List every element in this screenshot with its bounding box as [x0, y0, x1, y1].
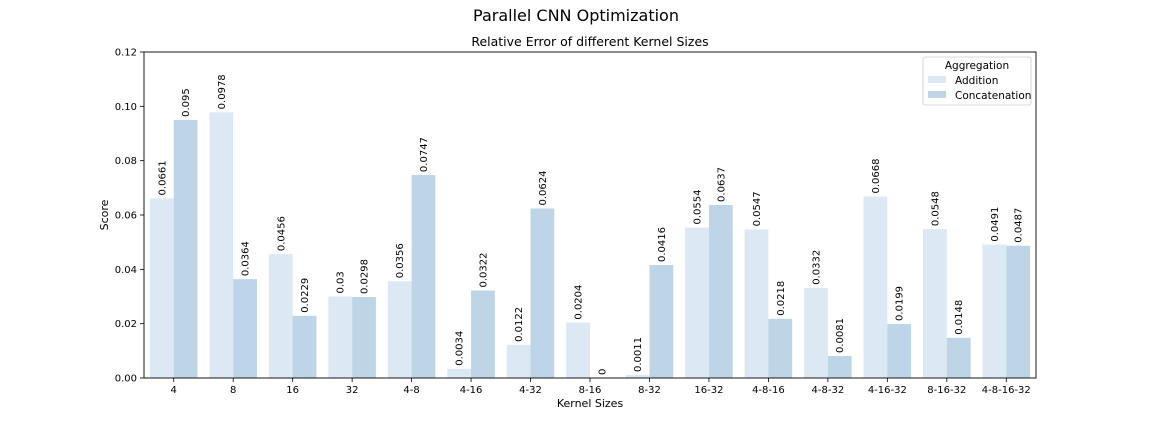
bar-addition-4-16 — [447, 368, 472, 378]
bar-concatenation-4 — [173, 119, 198, 379]
y-tick-label: 0.02 — [115, 319, 137, 330]
data-label: 0.0011 — [633, 337, 644, 372]
plot-area: 0.00 0.02 0.04 0.06 0.08 0.10 0.12 0.0661 0.095 4… — [115, 48, 1031, 397]
bar-concatenation-4-8-16 — [768, 318, 793, 378]
chart-title: Relative Error of different Kernel Sizes — [471, 34, 708, 49]
y-tick-label: 0.08 — [115, 156, 137, 167]
bar-addition-32 — [328, 296, 353, 378]
data-label: 0.0661 — [157, 160, 168, 195]
y-tick-label: 0.04 — [115, 265, 137, 276]
data-label: 0.0229 — [300, 278, 311, 313]
data-label: 0 — [597, 369, 608, 375]
x-tick-label: 4-32 — [519, 385, 542, 396]
x-tick-label: 8 — [230, 385, 236, 396]
data-label: 0.0356 — [395, 243, 406, 278]
bar-addition-4-8-16-32 — [982, 244, 1007, 378]
legend-title: Aggregation — [945, 60, 1009, 72]
bar-concatenation-8-32 — [649, 264, 674, 378]
y-tick-label: 0.12 — [115, 48, 137, 59]
x-tick-label: 8-32 — [638, 385, 661, 396]
bar-concatenation-4-32 — [530, 208, 555, 378]
plot-frame — [143, 51, 1037, 379]
data-label: 0.0416 — [657, 227, 668, 262]
y-axis-label: Score — [98, 199, 111, 230]
data-label: 0.095 — [181, 88, 192, 117]
bar-addition-8-32 — [625, 375, 650, 378]
x-tick-label: 4-8-16-32 — [982, 385, 1031, 396]
data-label: 0.0364 — [241, 241, 252, 276]
x-tick-label: 4-8 — [403, 385, 419, 396]
data-label: 0.0204 — [574, 285, 585, 320]
bar-concatenation-16-32 — [708, 204, 733, 378]
data-label: 0.0199 — [895, 286, 906, 321]
legend-swatch-concatenation — [928, 91, 946, 98]
legend-label-addition: Addition — [955, 75, 998, 87]
data-label: 0.0332 — [811, 250, 822, 285]
x-tick-label: 4-16-32 — [868, 385, 907, 396]
data-label: 0.0456 — [276, 216, 287, 251]
data-label: 0.0637 — [716, 167, 727, 202]
legend-box — [922, 56, 1032, 106]
bar-concatenation-4-8-32 — [827, 355, 852, 378]
data-label: 0.0122 — [514, 307, 525, 342]
data-label: 0.0322 — [478, 253, 489, 288]
bar-addition-4-16-32 — [863, 196, 888, 378]
bar-concatenation-4-8-16-32 — [1006, 245, 1031, 378]
data-label: 0.0148 — [954, 300, 965, 335]
x-tick-label: 4-8-16 — [752, 385, 785, 396]
x-tick-label: 4-16 — [460, 385, 483, 396]
legend: Aggregation Addition Concatenation — [922, 56, 1032, 106]
y-tick-label: 0.10 — [115, 102, 137, 113]
data-label: 0.0978 — [217, 74, 228, 109]
data-label: 0.03 — [336, 271, 347, 293]
legend-swatch-addition — [928, 76, 946, 83]
bar-addition-16 — [268, 254, 293, 378]
bar-concatenation-4-16-32 — [887, 323, 912, 378]
x-tick-label: 8-16 — [579, 385, 602, 396]
x-tick-label: 8-16-32 — [927, 385, 966, 396]
x-tick-label: 4 — [171, 385, 177, 396]
bar-addition-4-8-16 — [744, 229, 769, 378]
data-label: 0.0081 — [835, 318, 846, 353]
data-label: 0.0554 — [693, 189, 704, 224]
bar-addition-4-32 — [506, 344, 531, 378]
bar-concatenation-8-16-32 — [946, 337, 971, 378]
bar-concatenation-16 — [292, 315, 317, 378]
legend-label-concatenation: Concatenation — [955, 90, 1031, 102]
data-label: 0.0548 — [930, 191, 941, 226]
bar-addition-8 — [209, 112, 234, 378]
bar-addition-4 — [149, 198, 174, 378]
data-label: 0.0491 — [990, 207, 1001, 242]
x-tick-label: 16-32 — [694, 385, 723, 396]
bar-addition-8-16 — [566, 322, 590, 378]
data-label: 0.0298 — [360, 259, 371, 294]
x-tick-label: 4-8-32 — [812, 385, 845, 396]
y-tick-label: 0.06 — [115, 211, 137, 222]
data-label: 0.0668 — [871, 159, 882, 194]
x-tick-label: 32 — [346, 385, 359, 396]
x-axis-label: Kernel Sizes — [557, 397, 624, 410]
x-tick-label: 16 — [286, 385, 299, 396]
figure-title: Parallel CNN Optimization — [473, 6, 679, 25]
bar-concatenation-4-16 — [471, 290, 495, 378]
bar-addition-4-8 — [387, 281, 412, 378]
data-label: 0.0487 — [1014, 208, 1025, 243]
bar-concatenation-8 — [233, 279, 257, 378]
bar-concatenation-32 — [352, 297, 376, 378]
data-label: 0.0747 — [419, 137, 430, 172]
y-tick-label: 0.00 — [115, 374, 137, 385]
data-label: 0.0218 — [776, 281, 787, 316]
bar-concatenation-4-8 — [411, 175, 436, 378]
bar-addition-4-8-32 — [804, 287, 828, 378]
data-label: 0.0624 — [538, 170, 549, 205]
bar-addition-16-32 — [685, 227, 709, 378]
data-label: 0.0034 — [455, 331, 466, 366]
bar-addition-8-16-32 — [923, 229, 947, 378]
data-label: 0.0547 — [752, 191, 763, 226]
